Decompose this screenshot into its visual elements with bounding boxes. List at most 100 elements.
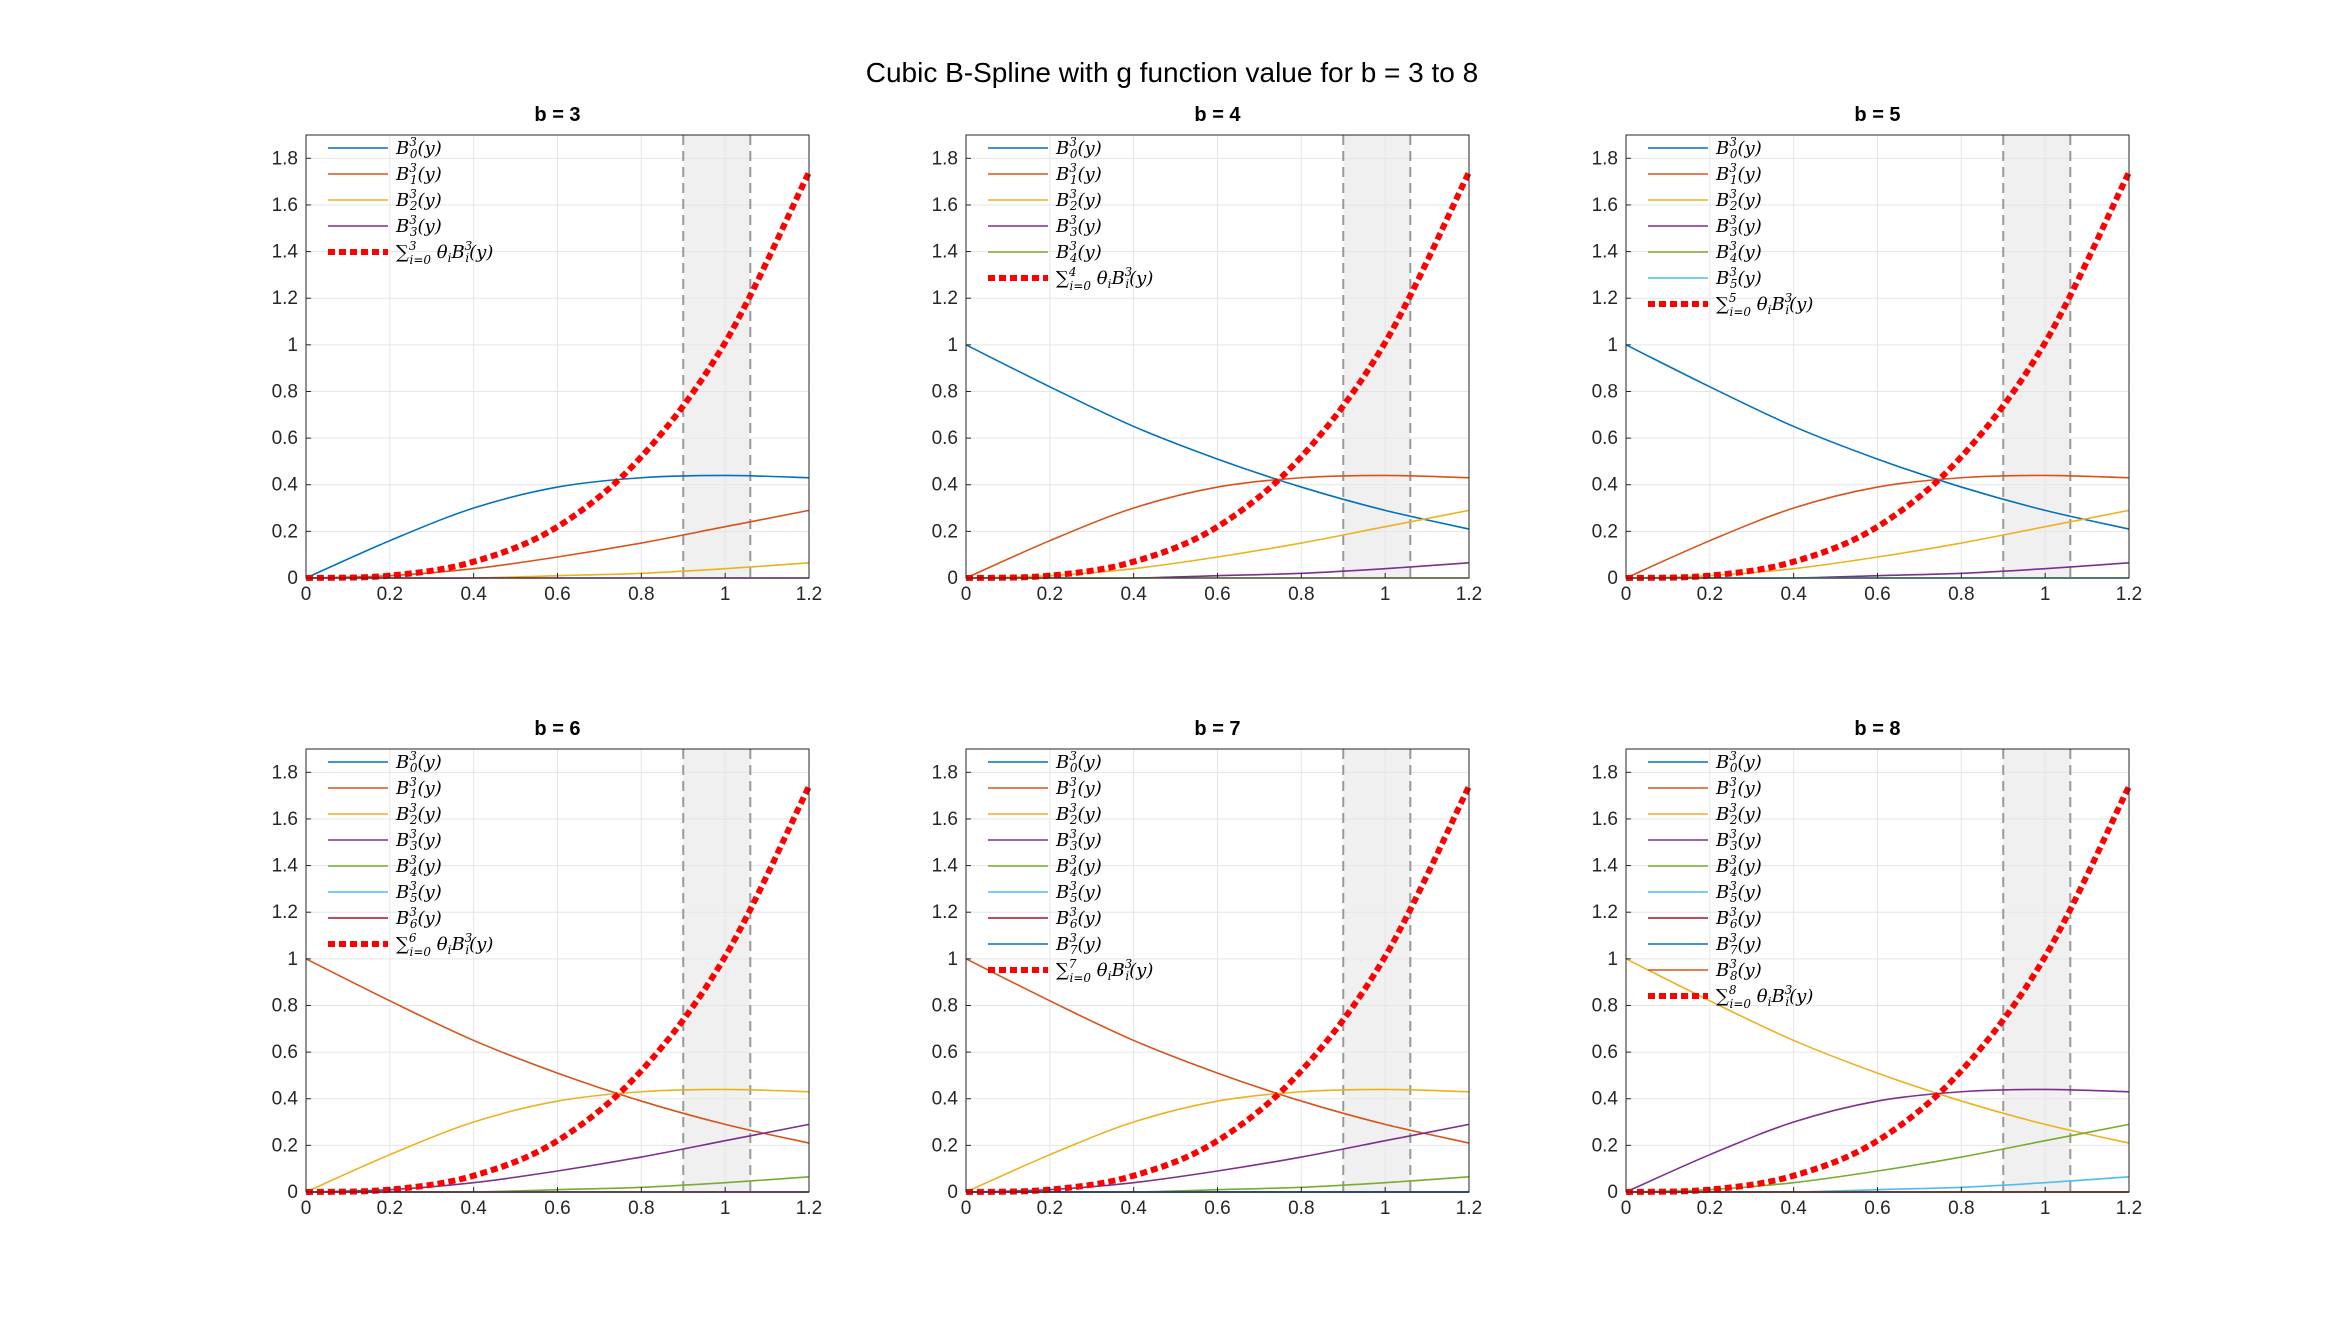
x-tick-label: 0.4 bbox=[460, 1198, 487, 1219]
x-tick-label: 0.4 bbox=[1120, 584, 1147, 605]
x-tick-label: 0 bbox=[1621, 584, 1632, 605]
legend-entry: B3 5(y) bbox=[1055, 879, 1102, 905]
legend-entry: B3 7(y) bbox=[1715, 931, 1762, 957]
legend-entry: B3 5(y) bbox=[1715, 265, 1762, 291]
legend: B3 0(y)B3 1(y)B3 2(y)B3 3(y)∑3 i=0 θiB3 i(y) bbox=[328, 135, 493, 267]
legend-entry: B3 6(y) bbox=[1715, 905, 1762, 931]
legend-entry: ∑3 i=0 θiB3 i(y) bbox=[396, 239, 493, 267]
y-tick-label: 0 bbox=[947, 568, 958, 589]
legend-entry: B3 4(y) bbox=[1715, 853, 1762, 879]
y-tick-label: 0.8 bbox=[932, 381, 958, 402]
legend-entry: B3 1(y) bbox=[1055, 161, 1102, 187]
x-tick-label: 0.8 bbox=[1948, 584, 1974, 605]
series-line-b0 bbox=[305, 474, 810, 579]
series-line-b0 bbox=[965, 344, 1470, 530]
y-tick-label: 0.6 bbox=[272, 1042, 298, 1063]
y-tick-label: 0.4 bbox=[272, 1089, 299, 1110]
y-tick-label: 0.6 bbox=[1592, 1042, 1618, 1063]
legend-entry: B3 0(y) bbox=[1055, 749, 1102, 775]
x-tick-label: 0.2 bbox=[377, 584, 403, 605]
y-tick-label: 0.8 bbox=[272, 995, 298, 1016]
legend-entry: ∑5 i=0 θiB3 i(y) bbox=[1716, 291, 1813, 319]
y-tick-label: 1.4 bbox=[272, 856, 299, 877]
x-tick-label: 1 bbox=[2040, 1198, 2051, 1219]
x-tick-label: 0.2 bbox=[1697, 584, 1723, 605]
legend-entry: ∑7 i=0 θiB3 i(y) bbox=[1056, 957, 1153, 985]
series-line-b2 bbox=[1625, 958, 2130, 1144]
legend-entry: B3 3(y) bbox=[1715, 213, 1762, 239]
x-tick-label: 0.8 bbox=[628, 584, 654, 605]
legend-entry: B3 3(y) bbox=[395, 827, 442, 853]
legend: B3 0(y)B3 1(y)B3 2(y)B3 3(y)B3 4(y)B3 5(y)∑5 i=… bbox=[1648, 135, 1813, 319]
x-tick-label: 1.2 bbox=[1456, 1198, 1482, 1219]
x-tick-label: 0.6 bbox=[1204, 584, 1230, 605]
x-tick-label: 0.8 bbox=[1288, 1198, 1314, 1219]
x-tick-label: 0.2 bbox=[377, 1198, 403, 1219]
legend-entry: B3 5(y) bbox=[395, 879, 442, 905]
series-line-b2 bbox=[965, 1088, 1470, 1193]
subplot-title: b = 8 bbox=[1854, 718, 1900, 740]
x-tick-label: 1 bbox=[2040, 584, 2051, 605]
legend-entry: B3 2(y) bbox=[1055, 801, 1102, 827]
y-tick-label: 1 bbox=[287, 335, 298, 356]
x-tick-label: 1.2 bbox=[796, 1198, 822, 1219]
legend-entry: B3 5(y) bbox=[1715, 879, 1762, 905]
y-tick-label: 0.6 bbox=[932, 1042, 958, 1063]
y-tick-label: 0 bbox=[287, 1182, 298, 1203]
legend-entry: B3 4(y) bbox=[395, 853, 442, 879]
tick-labels: 0 0.2 0.4 0.6 0.8 1 1.2 0 0.2 0.4 0.6 0.8 1 1.2 1.4 1.6… bbox=[932, 762, 1483, 1219]
y-tick-label: 1 bbox=[1607, 335, 1618, 356]
y-tick-label: 1 bbox=[947, 949, 958, 970]
subplot-grid: b = 3 0 0.2 0.4 0.6 0.8 1 1.2 0 0.2 0.4 0.6 0.8 1 1.2 1… bbox=[272, 104, 2143, 1219]
legend-entry: B3 6(y) bbox=[395, 905, 442, 931]
x-tick-label: 0.4 bbox=[1780, 584, 1807, 605]
y-tick-label: 0.8 bbox=[1592, 381, 1618, 402]
legend-entry: B3 4(y) bbox=[1055, 239, 1102, 265]
x-tick-label: 1 bbox=[720, 1198, 731, 1219]
y-tick-label: 0.6 bbox=[932, 428, 958, 449]
legend: B3 0(y)B3 1(y)B3 2(y)B3 3(y)B3 4(y)∑4 i=0 θiB3… bbox=[988, 135, 1153, 293]
y-tick-label: 1.8 bbox=[1592, 148, 1618, 169]
x-tick-label: 0.6 bbox=[544, 1198, 570, 1219]
x-tick-label: 1 bbox=[1380, 1198, 1391, 1219]
grid-lines bbox=[1625, 135, 2130, 579]
y-tick-label: 1.2 bbox=[932, 288, 958, 309]
legend-entry: B3 4(y) bbox=[1715, 239, 1762, 265]
legend: B3 0(y)B3 1(y)B3 2(y)B3 3(y)B3 4(y)B3 5(y)B3 6(… bbox=[328, 749, 493, 959]
x-tick-label: 0 bbox=[961, 1198, 972, 1219]
grid-lines bbox=[1625, 749, 2130, 1193]
y-tick-label: 0.4 bbox=[932, 1089, 959, 1110]
y-tick-label: 1.8 bbox=[272, 762, 298, 783]
legend-entry: B3 2(y) bbox=[1055, 187, 1102, 213]
legend-entry: B3 1(y) bbox=[395, 161, 442, 187]
y-tick-label: 1.4 bbox=[272, 242, 299, 263]
legend-entry: B3 2(y) bbox=[395, 801, 442, 827]
subplot-b4: b = 4 0 0.2 0.4 0.6 0.8 1 1.2 0 0.2 0.4 0.6 0.8 1 1.2 1… bbox=[932, 104, 1483, 605]
legend-entry: B3 3(y) bbox=[1055, 827, 1102, 853]
y-tick-label: 0 bbox=[287, 568, 298, 589]
y-tick-label: 1.4 bbox=[1592, 242, 1619, 263]
legend-entry: B3 0(y) bbox=[1715, 135, 1762, 161]
legend-entry: B3 1(y) bbox=[395, 775, 442, 801]
legend-entry: B3 1(y) bbox=[1715, 775, 1762, 801]
y-tick-label: 1.2 bbox=[932, 902, 958, 923]
x-tick-label: 0.4 bbox=[460, 584, 487, 605]
series-line-b1 bbox=[305, 958, 810, 1144]
legend-entry: B3 1(y) bbox=[1715, 161, 1762, 187]
x-tick-label: 0.4 bbox=[1120, 1198, 1147, 1219]
series-line-b1 bbox=[965, 958, 1470, 1144]
series-line-b3 bbox=[1625, 1088, 2130, 1193]
legend-entry: B3 4(y) bbox=[1055, 853, 1102, 879]
y-tick-label: 0.2 bbox=[932, 521, 958, 542]
y-tick-label: 0.2 bbox=[932, 1135, 958, 1156]
x-tick-label: 0.4 bbox=[1780, 1198, 1807, 1219]
x-tick-label: 0.2 bbox=[1697, 1198, 1723, 1219]
series-line-b0 bbox=[1625, 344, 2130, 530]
y-tick-label: 1.8 bbox=[272, 148, 298, 169]
legend-entry: B3 1(y) bbox=[1055, 775, 1102, 801]
tick-labels: 0 0.2 0.4 0.6 0.8 1 1.2 0 0.2 0.4 0.6 0.8 1 1.2 1.4 1.6… bbox=[272, 148, 823, 605]
y-tick-label: 0.8 bbox=[932, 995, 958, 1016]
legend-entry: B3 3(y) bbox=[1715, 827, 1762, 853]
legend-entry: ∑8 i=0 θiB3 i(y) bbox=[1716, 983, 1813, 1011]
y-tick-label: 1.8 bbox=[1592, 762, 1618, 783]
